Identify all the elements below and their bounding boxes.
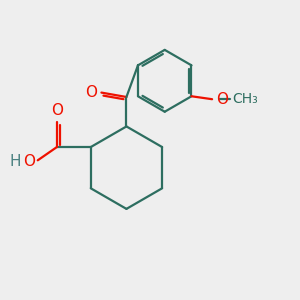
- Text: O: O: [23, 154, 35, 169]
- Text: O: O: [85, 85, 97, 100]
- Text: H: H: [9, 154, 20, 169]
- Text: CH₃: CH₃: [232, 92, 258, 106]
- Text: O: O: [51, 103, 63, 118]
- Text: O: O: [216, 92, 228, 107]
